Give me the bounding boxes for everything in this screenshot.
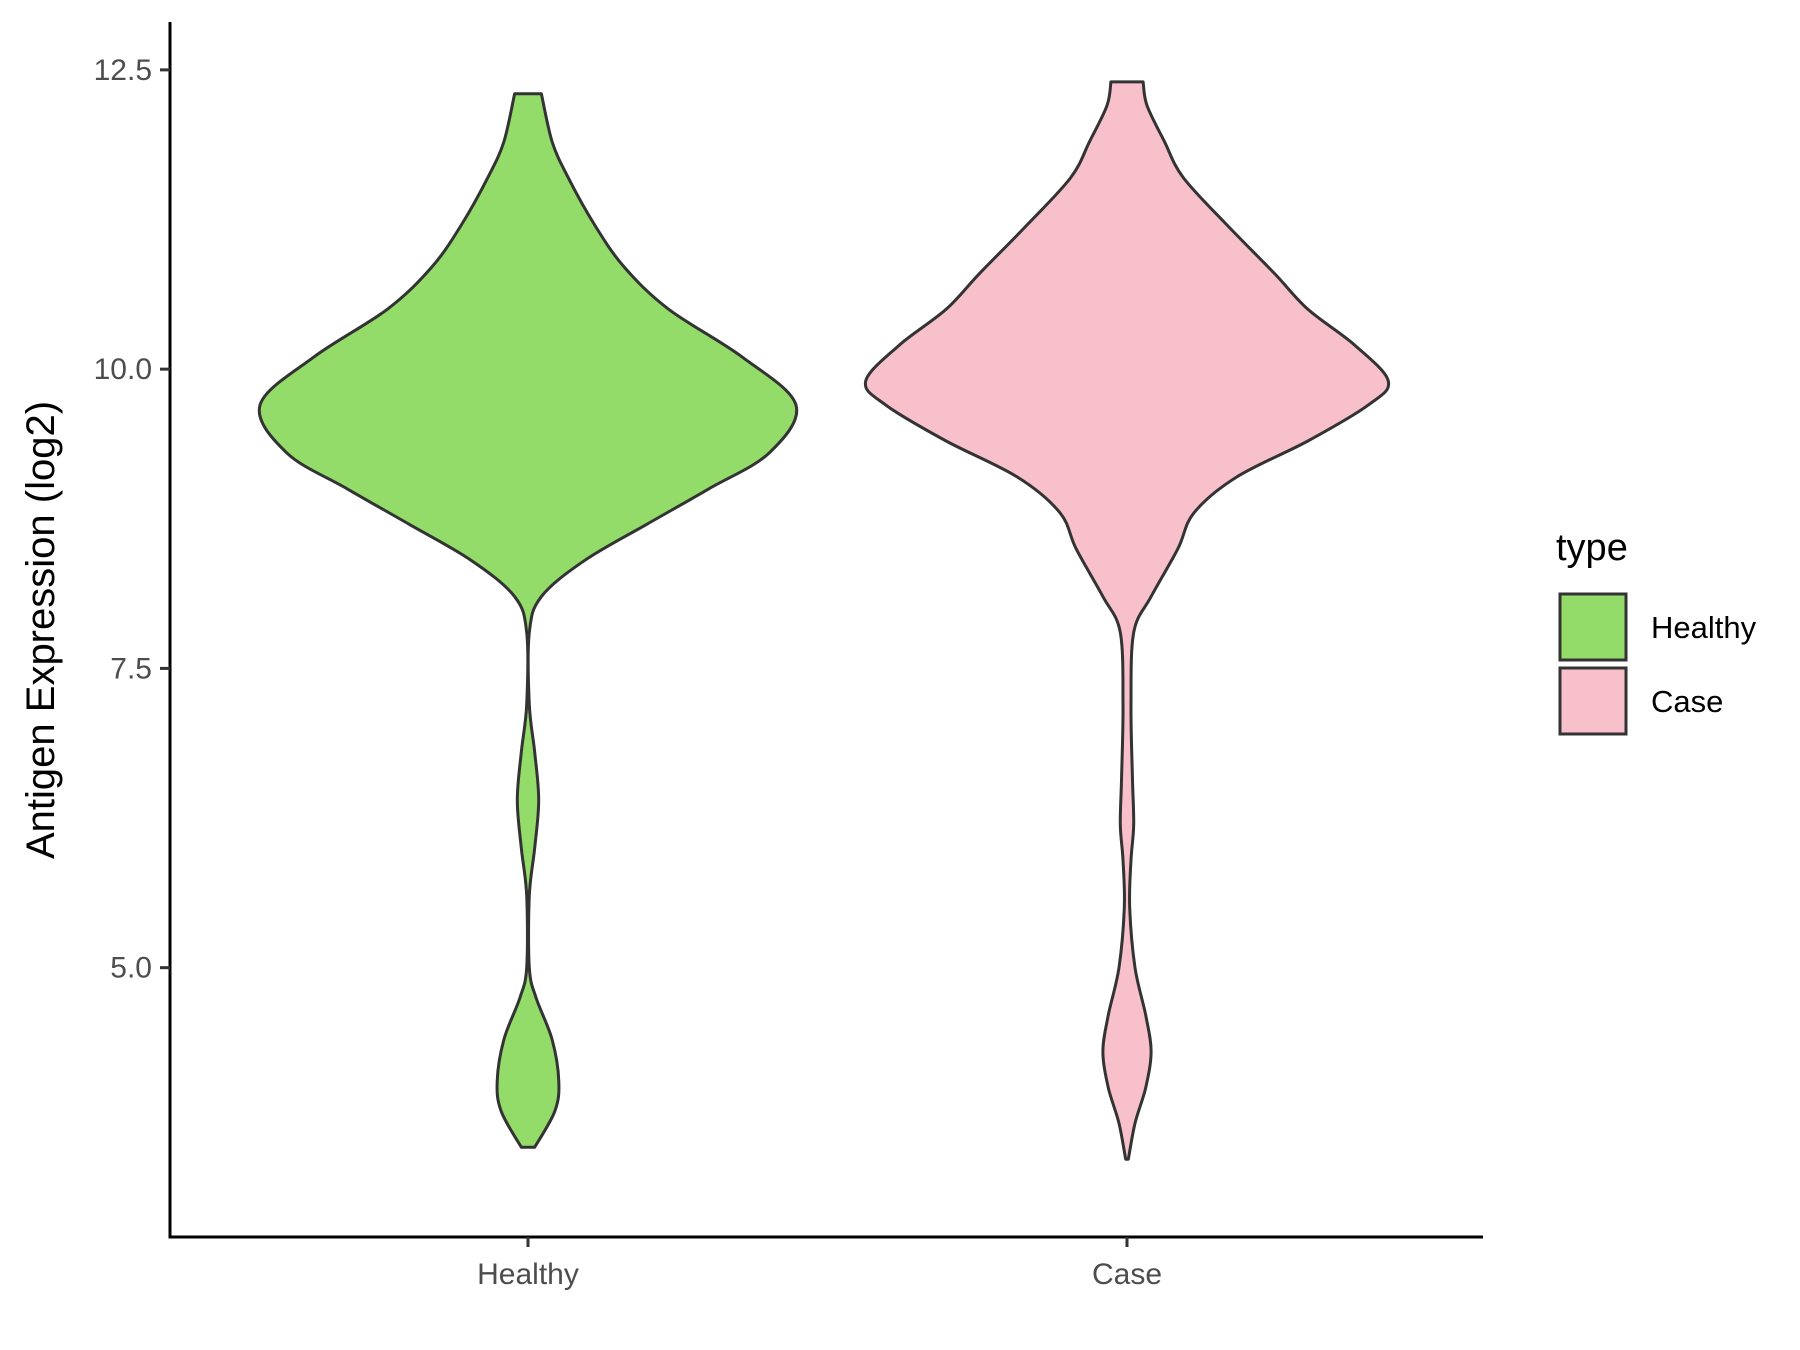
- legend-label-case: Case: [1651, 684, 1723, 719]
- y-axis-title: Antigen Expression (log2): [19, 401, 63, 859]
- legend-key-healthy: [1558, 592, 1628, 662]
- legend-title: type: [1556, 527, 1628, 569]
- x-tick-label: Case: [1092, 1258, 1162, 1291]
- x-tick-label: Healthy: [477, 1258, 579, 1291]
- legend: type Healthy Case: [1556, 527, 1757, 736]
- legend-label-healthy: Healthy: [1651, 610, 1757, 645]
- violins: [257, 80, 1391, 1161]
- y-tick-label: 7.5: [110, 652, 152, 685]
- y-tick-label: 10.0: [94, 353, 152, 386]
- y-tick-label: 5.0: [110, 952, 152, 985]
- violin-healthy: [257, 92, 799, 1149]
- x-ticks: Healthy Case: [477, 1237, 1162, 1291]
- y-ticks: 5.0 7.5 10.0 12.5: [94, 54, 170, 985]
- violin-case: [863, 80, 1391, 1161]
- y-tick-label: 12.5: [94, 54, 152, 87]
- legend-keys: Healthy Case: [1558, 592, 1757, 736]
- legend-key-case: [1558, 666, 1628, 736]
